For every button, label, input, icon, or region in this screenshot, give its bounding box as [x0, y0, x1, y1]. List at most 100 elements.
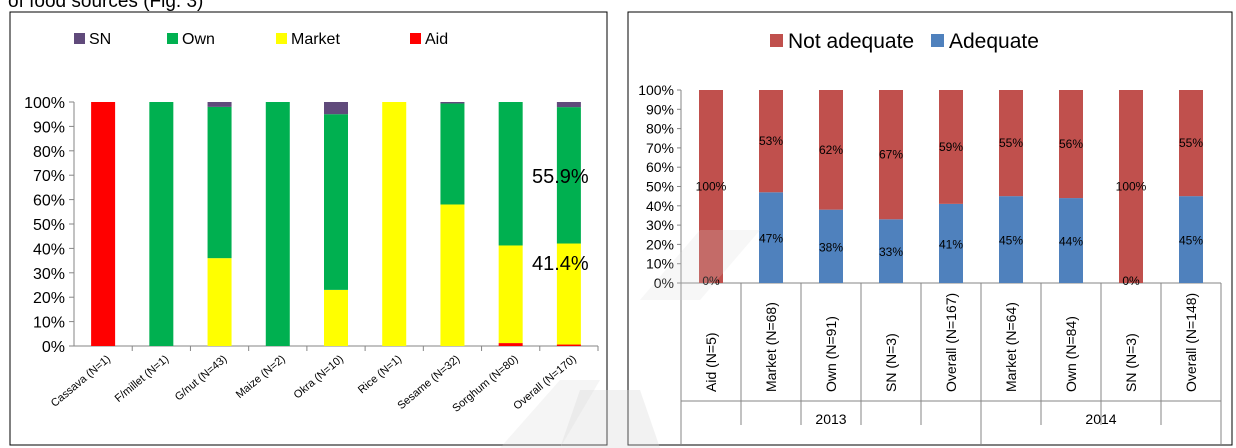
y-tick-label: 20% — [646, 236, 674, 252]
data-label-not-adequate: 55% — [1179, 136, 1203, 150]
data-label-not-adequate: 55% — [999, 136, 1023, 150]
adequacy-stacked-bar-chart: 0% 10% 20% 30% 40% 50% 60% 70% 80% 90% 100% 0% 100% A… — [627, 11, 1233, 446]
y-tick-label: 30% — [646, 217, 674, 233]
x-tick-label: Aid (N=5) — [703, 332, 719, 392]
y-tick-label: 60% — [33, 193, 65, 210]
data-label-not-adequate: 67% — [879, 148, 903, 162]
y-tick-label: 30% — [33, 266, 65, 283]
data-label-not-adequate: 100% — [1116, 180, 1147, 194]
bar-segment-own — [149, 102, 174, 346]
legend-label-aid: Aid — [425, 31, 448, 48]
legend-swatch-not-adequate — [770, 34, 783, 47]
food-source-stacked-bar-chart: 0%10%20%30%40%50%60%70%80%90%100%Cassava… — [9, 11, 608, 446]
group-label: 2014 — [1085, 411, 1116, 427]
bar-segment-own — [324, 114, 348, 290]
y-tick-label: 0% — [42, 339, 65, 356]
x-tick-label: Market (N=64) — [1003, 302, 1019, 392]
y-tick-label: 80% — [33, 144, 65, 161]
bar-segment-not-adequate — [699, 90, 723, 283]
bar-segment-market — [556, 243, 581, 345]
bar-segment-not-adequate — [999, 90, 1023, 197]
legend-label-own: Own — [182, 31, 215, 48]
legend-label-sn: SN — [89, 31, 111, 48]
y-tick-label: 50% — [33, 217, 65, 234]
bar-segment-adequate — [819, 209, 843, 283]
data-label-not-adequate: 62% — [819, 143, 843, 157]
bar-segment-sn — [324, 102, 348, 115]
bar-segment-own — [265, 102, 290, 346]
x-tick-label: Overall (N=148) — [1183, 293, 1199, 392]
bar-segment-not-adequate — [939, 90, 963, 204]
data-label-adequate: 0% — [702, 274, 720, 288]
bar-segment-not-adequate — [759, 90, 783, 193]
x-tick-label: SN (N=3) — [883, 333, 899, 392]
legend-swatch-aid — [410, 33, 421, 44]
bar-segment-market — [382, 102, 407, 346]
y-tick-label: 60% — [646, 159, 674, 175]
bar-segment-adequate — [1179, 196, 1203, 283]
caption-fragment: of food sources (Fig. 3) — [8, 0, 204, 12]
x-tick-label: Own (N=84) — [1063, 316, 1079, 392]
annotation-market-share: 41.4% — [532, 253, 589, 275]
data-label-not-adequate: 100% — [696, 180, 727, 194]
data-label-adequate: 41% — [939, 237, 963, 251]
data-label-not-adequate: 53% — [759, 134, 783, 148]
y-tick-label: 90% — [33, 119, 65, 136]
legend-label-not-adequate: Not adequate — [788, 30, 914, 53]
data-label-adequate: 33% — [879, 245, 903, 259]
bar-segment-not-adequate — [819, 90, 843, 210]
data-label-adequate: 45% — [999, 234, 1023, 248]
bar-segment-not-adequate — [1179, 90, 1203, 197]
y-tick-label: 100% — [638, 82, 674, 98]
data-label-adequate: 38% — [819, 240, 843, 254]
bar-segment-market — [207, 258, 232, 346]
bar-segment-sn — [207, 102, 232, 107]
legend-label-market: Market — [291, 31, 340, 48]
legend-swatch-sn — [74, 33, 85, 44]
legend-swatch-own — [167, 33, 178, 44]
y-tick-label: 40% — [646, 198, 674, 214]
y-tick-label: 40% — [33, 241, 65, 258]
bar-segment-adequate — [879, 219, 903, 283]
x-tick-label: Own (N=91) — [823, 316, 839, 392]
y-tick-label: 100% — [24, 95, 65, 112]
y-tick-label: 70% — [646, 140, 674, 156]
y-tick-label: 70% — [33, 168, 65, 185]
bar-segment-not-adequate — [879, 90, 903, 220]
legend-swatch-market — [276, 33, 287, 44]
bar-segment-adequate — [1059, 198, 1083, 283]
data-label-adequate: 44% — [1059, 235, 1083, 249]
bar-segment-aid — [498, 343, 523, 346]
legend-swatch-adequate — [931, 34, 944, 47]
bar-segment-market — [498, 245, 523, 344]
data-label-adequate: 45% — [1179, 234, 1203, 248]
bar-segment-adequate — [939, 203, 963, 283]
x-tick-label: SN (N=3) — [1123, 333, 1139, 392]
x-tick-label: Overall (N=167) — [943, 293, 959, 392]
bar-segment-own — [556, 107, 581, 244]
y-tick-label: 80% — [646, 121, 674, 137]
bar-segment-sn — [556, 102, 581, 108]
bar-segment-sn — [440, 102, 465, 104]
bar-segment-own — [207, 106, 232, 259]
bar-segment-adequate — [999, 196, 1023, 283]
bar-segment-adequate — [759, 192, 783, 283]
bar-segment-aid — [556, 344, 581, 346]
data-label-not-adequate: 56% — [1059, 137, 1083, 151]
y-tick-label: 10% — [33, 315, 65, 332]
bar-segment-own — [440, 103, 465, 205]
group-label: 2013 — [815, 411, 846, 427]
y-tick-label: 0% — [654, 275, 674, 291]
bar-segment-own — [498, 102, 523, 246]
data-label-not-adequate: 59% — [939, 140, 963, 154]
annotation-own-share: 55.9% — [532, 166, 589, 188]
data-label-adequate: 0% — [1122, 274, 1140, 288]
bar-segment-market — [324, 289, 348, 346]
y-tick-label: 90% — [646, 101, 674, 117]
y-tick-label: 10% — [646, 256, 674, 272]
y-tick-label: 20% — [33, 290, 65, 307]
bar-segment-market — [440, 204, 465, 346]
bar-segment-not-adequate — [1059, 90, 1083, 199]
y-tick-label: 50% — [646, 179, 674, 195]
